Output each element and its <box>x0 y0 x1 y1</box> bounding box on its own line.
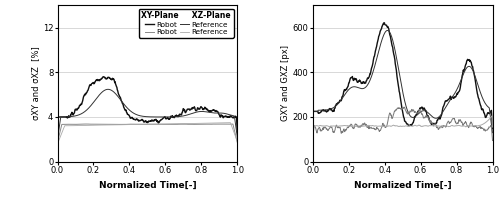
X-axis label: Normalized Time[-]: Normalized Time[-] <box>98 180 196 190</box>
X-axis label: Normalized Time[-]: Normalized Time[-] <box>354 180 452 190</box>
Y-axis label: σXY and σXZ  [%]: σXY and σXZ [%] <box>31 47 40 120</box>
Y-axis label: GXY and GXZ [px]: GXY and GXZ [px] <box>281 46 290 121</box>
Legend: Robot, Robot, Reference, Reference: Robot, Robot, Reference, Reference <box>139 9 234 38</box>
